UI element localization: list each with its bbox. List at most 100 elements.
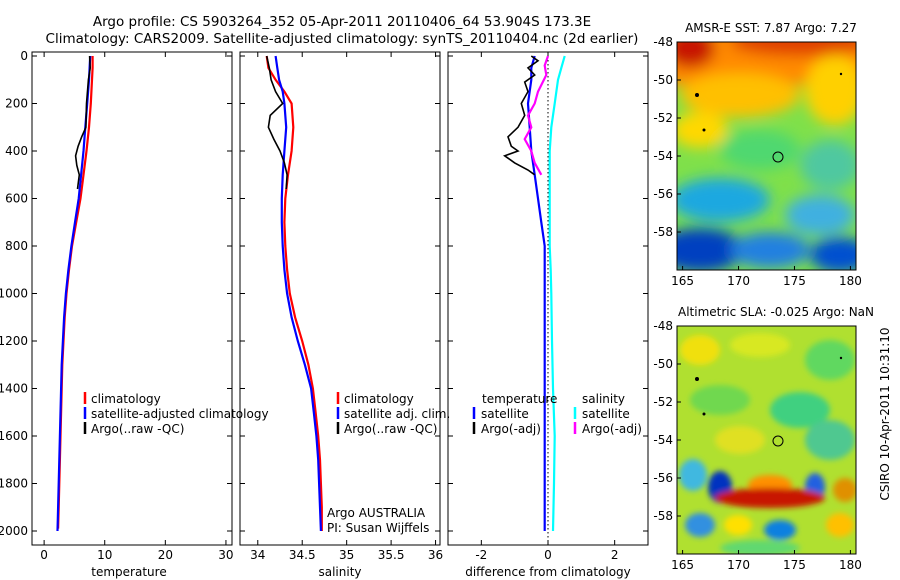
difference-panel: -2 0 2 difference from climatology tempera… — [447, 51, 649, 579]
difference-x-axis: -2 0 2 — [475, 52, 618, 562]
map-y-tick-label: -52 — [653, 111, 673, 125]
y-tick-label: 1200 — [0, 334, 28, 348]
series-line-salinity-satellite — [548, 55, 566, 532]
map-y-tick-label: -56 — [653, 471, 673, 485]
x-tick-label: 30 — [218, 548, 233, 562]
y-tick-label: 200 — [5, 97, 28, 111]
salinity-series — [265, 55, 323, 532]
map-y-tick-label: -56 — [653, 187, 673, 201]
difference-x-label: difference from climatology — [465, 565, 631, 579]
legend-header-temperature: temperature — [482, 392, 557, 406]
legend-label-argo: Argo(..raw -QC) — [344, 422, 437, 436]
map-x-tick-label: 175 — [783, 558, 806, 572]
x-tick-label: 36 — [428, 548, 443, 562]
temperature-series — [56, 55, 94, 532]
difference-y-axis — [448, 55, 648, 532]
map-y-tick-label: -50 — [653, 73, 673, 87]
map-x-tick-label: 170 — [727, 274, 750, 288]
y-tick-label: 1800 — [0, 477, 28, 491]
sst-map-panel: AMSR-E SST: 7.87 Argo: 7.27 — [653, 21, 861, 288]
legend-header-salinity: salinity — [582, 392, 625, 406]
legend-label-t-argo: Argo(-adj) — [481, 422, 541, 436]
y-tick-label: 400 — [5, 144, 28, 158]
sst-profile-marker — [772, 151, 784, 163]
series-line-climatology — [57, 56, 94, 529]
y-tick-label: 600 — [5, 192, 28, 206]
temperature-x-axis: 0 10 20 30 — [40, 52, 234, 562]
difference-legend: temperature salinity satellite Argo(-adj… — [472, 392, 642, 436]
difference-series — [502, 55, 566, 532]
map-y-tick-label: -58 — [653, 225, 673, 239]
salinity-legend: climatology satellite adj. clim. Argo(..… — [336, 392, 450, 436]
y-tick-label: 1000 — [0, 287, 28, 301]
figure-title-line2: Climatology: CARS2009. Satellite-adjuste… — [46, 31, 639, 47]
map-y-tick-label: -54 — [653, 149, 673, 163]
annotation-pi-name: PI: Susan Wijffels — [327, 521, 429, 535]
sst-map-title: AMSR-E SST: 7.87 Argo: 7.27 — [685, 21, 857, 35]
sla-map-title: Altimetric SLA: -0.025 Argo: NaN — [678, 305, 874, 319]
temperature-legend: climatology satellite-adjusted climatolo… — [83, 392, 269, 436]
series-line-salinity-argo-adj — [523, 55, 550, 176]
temperature-panel: 0 200 400 600 800 1000 1200 1400 1600 1800 2000 0 1… — [0, 49, 269, 579]
x-tick-label: 34.5 — [289, 548, 316, 562]
map-y-tick-label: -58 — [653, 509, 673, 523]
series-line-satellite-adj-clim — [274, 55, 322, 532]
legend-label-argo: Argo(..raw -QC) — [91, 422, 184, 436]
salinity-panel: 34 34.5 35 35.5 36 salinity climatology sate… — [239, 51, 450, 579]
map-y-tick-label: -48 — [653, 35, 673, 49]
map-y-tick-label: -52 — [653, 395, 673, 409]
sst-islands — [695, 72, 843, 132]
legend-label-climatology: climatology — [91, 392, 161, 406]
series-line-argo-raw-qc — [74, 55, 92, 190]
legend-label-climatology: climatology — [344, 392, 414, 406]
y-tick-label: 1400 — [0, 382, 28, 396]
sst-heatmap — [677, 42, 856, 270]
legend-label-t-satellite: satellite — [481, 407, 529, 421]
x-tick-label: 34 — [250, 548, 265, 562]
temperature-x-label: temperature — [91, 565, 166, 579]
series-line-climatology — [265, 55, 323, 531]
map-y-tick-label: -50 — [653, 357, 673, 371]
map-x-tick-label: 165 — [671, 274, 694, 288]
map-y-tick-label: -48 — [653, 319, 673, 333]
legend-label-satellite: satellite-adjusted climatology — [91, 407, 269, 421]
sst-map-axes: 165 170 175 180 -48 -50 -52 -54 -56 -58 — [653, 35, 861, 288]
series-line-temperature-satellite — [526, 55, 546, 531]
x-tick-label: 2 — [611, 548, 619, 562]
sla-map-panel: Altimetric SLA: -0.025 Argo: NaN — [653, 305, 874, 572]
x-tick-label: 0 — [40, 548, 48, 562]
map-x-tick-label: 175 — [783, 274, 806, 288]
map-x-tick-label: 170 — [727, 558, 750, 572]
salinity-y-axis — [240, 55, 440, 532]
x-tick-label: 20 — [158, 548, 173, 562]
legend-label-s-argo: Argo(-adj) — [582, 422, 642, 436]
salinity-x-axis: 34 34.5 35 35.5 36 — [250, 52, 443, 562]
sla-map-axes: 165 170 175 180 -48 -50 -52 -54 -56 -58 — [653, 319, 861, 572]
sla-islands — [695, 356, 843, 416]
x-tick-label: 35 — [339, 548, 354, 562]
figure-title-line1: Argo profile: CS 5903264_352 05-Apr-2011… — [93, 14, 591, 30]
difference-plot-frame — [447, 51, 649, 546]
sla-heatmap — [677, 326, 856, 554]
map-x-tick-label: 180 — [839, 558, 862, 572]
x-tick-label: 10 — [97, 548, 112, 562]
x-tick-label: -2 — [475, 548, 487, 562]
temperature-y-axis: 0 200 400 600 800 1000 1200 1400 1600 1800 2000 — [0, 49, 232, 538]
map-x-tick-label: 180 — [839, 274, 862, 288]
x-tick-label: 35.5 — [378, 548, 405, 562]
series-line-temperature-argo-adj — [502, 55, 540, 176]
salinity-plot-frame — [239, 51, 441, 546]
sla-profile-marker — [772, 435, 784, 447]
temperature-plot-frame — [31, 51, 233, 546]
series-line-argo-raw-qc — [265, 55, 288, 190]
salinity-x-label: salinity — [318, 565, 361, 579]
map-x-tick-label: 165 — [671, 558, 694, 572]
x-tick-label: 0 — [544, 548, 552, 562]
legend-label-s-satellite: satellite — [582, 407, 630, 421]
y-tick-label: 2000 — [0, 524, 28, 538]
y-tick-label: 0 — [20, 49, 28, 63]
map-y-tick-label: -54 — [653, 433, 673, 447]
y-tick-label: 1600 — [0, 429, 28, 443]
y-tick-label: 800 — [5, 239, 28, 253]
annotation-argo-australia: Argo AUSTRALIA — [327, 506, 426, 520]
